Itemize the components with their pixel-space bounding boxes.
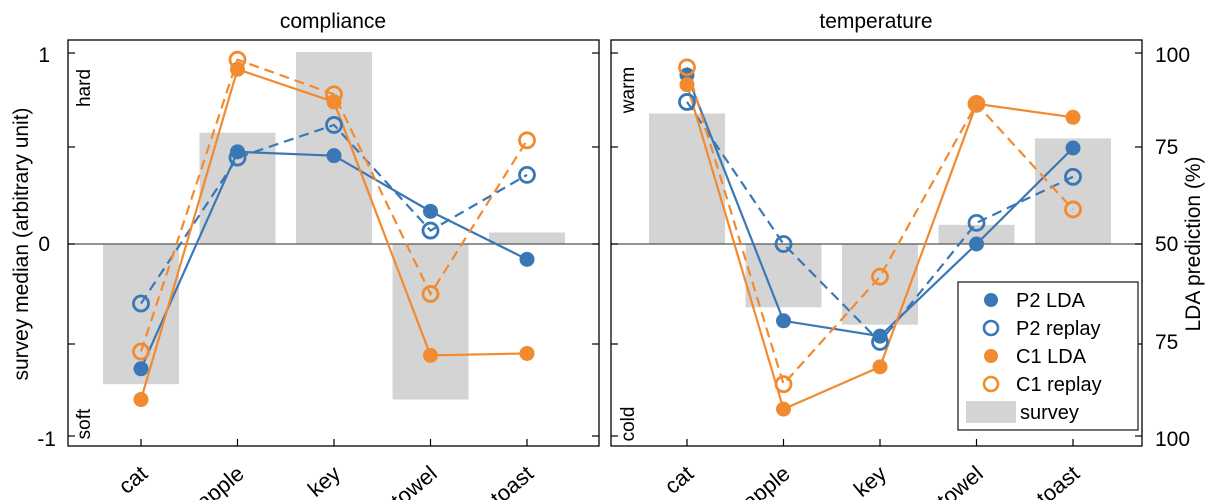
compliance-ytick-mid: 0	[38, 233, 50, 256]
p2-replay-point-apple	[228, 148, 247, 167]
legend-c1-replay-marker	[982, 375, 1000, 393]
c1-lda-point-cat	[133, 392, 149, 408]
survey-bar-towel	[938, 224, 1015, 244]
p2-lda-point-toast	[519, 251, 535, 267]
category-label-toast: toast	[1032, 461, 1085, 500]
temperature-ytick-75-top: 75	[1155, 136, 1178, 159]
c1-replay-point-apple	[228, 50, 247, 69]
p2-replay-point-towel	[967, 213, 986, 232]
c1-replay-point-toast	[518, 131, 536, 150]
compliance-title: compliance	[280, 10, 386, 33]
compliance-frame	[67, 39, 600, 447]
survey-bar-towel	[392, 244, 469, 400]
category-label-cat: cat	[660, 461, 699, 499]
c1-replay-point-cat	[132, 342, 150, 361]
p2-replay-point-apple	[774, 235, 793, 253]
p2-replay-line	[140, 123, 528, 305]
temperature-ytick-100-top: 100	[1155, 44, 1190, 67]
legend: P2 LDA P2 replay C1 LDA C1 replay survey	[957, 281, 1139, 431]
p2-lda-point-toast	[1065, 140, 1081, 156]
p2-replay-point-towel	[421, 221, 440, 240]
p2-lda-point-key	[326, 148, 342, 164]
c1-lda-point-apple	[776, 401, 791, 417]
c1-replay-point-towel	[967, 94, 986, 113]
c1-lda-point-cat	[679, 77, 695, 93]
p2-replay-point-toast	[1064, 167, 1082, 186]
legend-p2-lda-label: P2 LDA	[1016, 290, 1086, 312]
c1-replay-line	[139, 58, 528, 352]
compliance-ylabel: survey median (arbitrary unit)	[10, 107, 33, 380]
survey-bar-cat	[649, 113, 725, 244]
c1-replay-point-towel	[421, 285, 440, 303]
temperature-ytick-100-bottom: 100	[1155, 428, 1190, 451]
p2-lda-point-apple	[776, 313, 791, 329]
category-label-apple: apple	[737, 461, 794, 500]
p2-replay-point-key	[325, 116, 343, 134]
legend-p2-lda-marker	[984, 293, 998, 307]
p2-replay-point-key	[871, 333, 889, 351]
legend-c1-lda-label: C1 LDA	[1016, 346, 1087, 368]
c1-lda-point-towel	[969, 96, 984, 112]
compliance-bottom-label: soft	[74, 408, 95, 439]
survey-bar-toast	[1035, 138, 1111, 244]
temperature-ytick-75-bottom: 75	[1155, 331, 1178, 354]
category-label-apple: apple	[191, 461, 248, 500]
p2-replay-point-cat	[678, 93, 696, 111]
category-label-towel: towel	[386, 461, 441, 500]
c1-replay-point-toast	[1064, 200, 1082, 219]
legend-c1-replay-label: C1 replay	[1016, 374, 1102, 396]
legend-survey-swatch	[966, 401, 1016, 423]
c1-lda-point-towel	[423, 347, 438, 363]
c1-lda-point-key	[872, 359, 888, 375]
p2-lda-point-towel	[423, 203, 438, 219]
temperature-bottom-label: cold	[618, 407, 639, 442]
c1-lda-point-toast	[1065, 109, 1081, 125]
c1-replay-point-cat	[678, 58, 696, 77]
legend-c1-lda-marker	[984, 349, 998, 363]
category-label-toast: toast	[486, 461, 539, 500]
compliance-ytick-bottom: -1	[37, 428, 56, 451]
category-label-key: key	[303, 461, 345, 500]
legend-survey-label: survey	[1020, 402, 1079, 424]
c1-replay-point-key	[325, 85, 343, 104]
compliance-top-label: hard	[74, 69, 95, 107]
temperature-title: temperature	[819, 10, 932, 33]
compliance-panel: compliance 1 0 -1 hard soft survey media…	[10, 10, 600, 500]
c1-replay-point-key	[871, 267, 889, 286]
c1-replay-line	[685, 67, 1074, 387]
temperature-ytick-50: 50	[1155, 233, 1178, 256]
survey-bar-toast	[489, 232, 565, 244]
c1-lda-point-toast	[519, 345, 535, 361]
temperature-ylabel: LDA prediction (%)	[1182, 156, 1205, 331]
p2-replay-point-toast	[518, 165, 536, 184]
temperature-top-label: warm	[618, 67, 639, 114]
category-label-cat: cat	[114, 461, 153, 499]
p2-replay-point-cat	[132, 294, 150, 313]
p2-lda-point-key	[872, 328, 888, 344]
p2-lda-point-towel	[969, 236, 984, 252]
category-label-key: key	[849, 461, 891, 500]
c1-replay-point-apple	[774, 375, 793, 394]
temperature-panel: temperature 100 75 50 75 100 warm cold L…	[610, 10, 1205, 500]
p2-lda-point-cat	[133, 361, 149, 377]
legend-p2-replay-label: P2 replay	[1016, 318, 1101, 340]
p2-lda-point-apple	[230, 144, 245, 160]
legend-p2-replay-marker	[982, 319, 1000, 337]
category-label-towel: towel	[932, 461, 987, 500]
compliance-ytick-top: 1	[38, 44, 50, 67]
temperature-frame	[610, 39, 1143, 447]
